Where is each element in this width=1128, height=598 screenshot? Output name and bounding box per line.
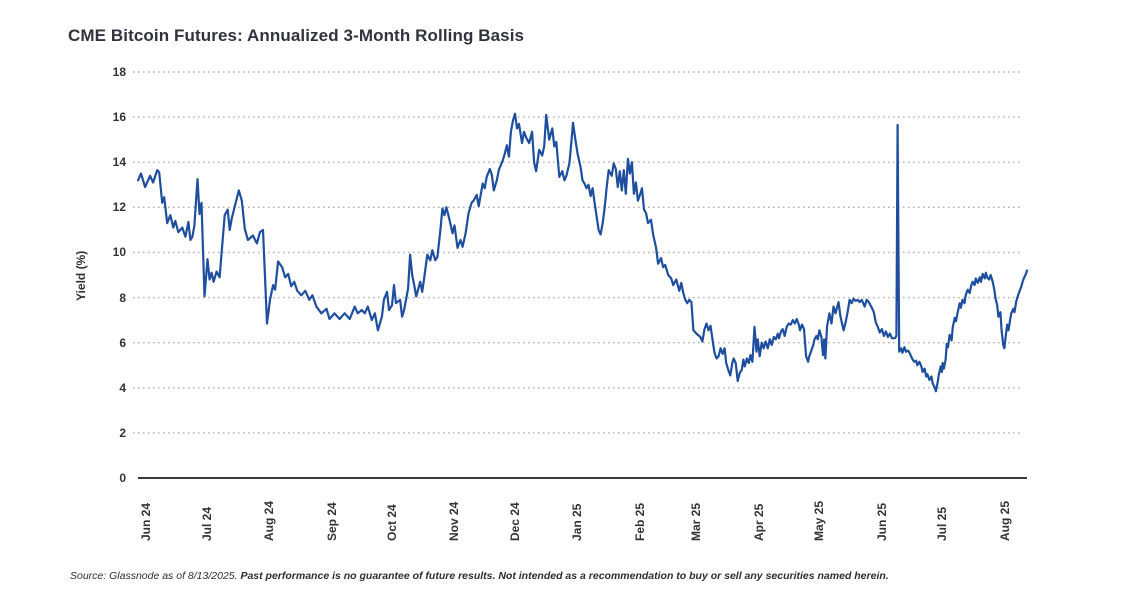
- x-tick-text: Jan 25: [570, 503, 585, 541]
- x-tick-label-dec-24: Dec 24: [508, 502, 547, 555]
- x-tick-text: Mar 25: [689, 502, 704, 541]
- y-tick-label-18: 18: [112, 65, 126, 79]
- x-tick-label-sep-24: Sep 24: [325, 502, 364, 555]
- x-tick-label-aug-25: Aug 25: [998, 501, 1038, 555]
- x-tick-label-feb-25: Feb 25: [633, 503, 671, 555]
- y-tick-label-2: 2: [119, 425, 126, 440]
- y-tick-label-12: 12: [112, 200, 126, 215]
- x-tick-text: Dec 24: [507, 502, 522, 541]
- disclaimer-text: Past performance is no guarantee of futu…: [240, 570, 889, 582]
- x-tick-text: Aug 24: [262, 500, 277, 541]
- y-tick-label-6: 6: [119, 335, 126, 350]
- source-disclaimer: Source: Glassnode as of 8/13/2025. Past …: [70, 570, 889, 582]
- x-tick-label-jul-25: Jul 25: [935, 507, 969, 555]
- x-tick-label-jul-24: Jul 24: [200, 507, 234, 555]
- x-tick-label-apr-25: Apr 25: [752, 504, 789, 555]
- basis-line-series: [136, 112, 1029, 393]
- y-tick-label-0: 0: [119, 471, 126, 485]
- x-tick-text: Feb 25: [632, 502, 647, 541]
- y-tick-label-4: 4: [119, 380, 126, 395]
- x-tick-label-jun-24: Jun 24: [139, 503, 177, 555]
- x-tick-label-jan-25: Jan 25: [570, 504, 607, 555]
- x-tick-text: Oct 24: [384, 504, 399, 541]
- x-tick-text: Jul 25: [935, 506, 950, 541]
- x-tick-text: Nov 24: [447, 501, 462, 541]
- y-tick-label-14: 14: [112, 155, 126, 170]
- x-tick-text: May 25: [812, 500, 827, 541]
- x-tick-label-aug-24: Aug 24: [262, 501, 302, 555]
- y-tick-label-10: 10: [112, 245, 126, 260]
- x-tick-label-jun-25: Jun 25: [875, 503, 913, 555]
- x-tick-text: Jul 24: [199, 506, 214, 541]
- x-tick-label-oct-24: Oct 24: [385, 504, 422, 555]
- x-tick-text: Jun 24: [139, 502, 154, 541]
- chart-title: CME Bitcoin Futures: Annualized 3-Month …: [68, 26, 525, 45]
- x-tick-text: Aug 25: [997, 500, 1012, 541]
- x-tick-label-mar-25: Mar 25: [689, 503, 727, 555]
- source-text: Source: Glassnode as of 8/13/2025.: [70, 570, 241, 582]
- x-tick-text: Jun 25: [874, 502, 889, 541]
- y-tick-label-8: 8: [119, 290, 126, 305]
- x-tick-text: Apr 25: [751, 503, 766, 541]
- x-tick-label-nov-24: Nov 24: [447, 502, 486, 555]
- y-tick-label-16: 16: [112, 110, 126, 125]
- x-tick-text: Sep 24: [324, 502, 339, 541]
- x-tick-label-may-25: May 25: [812, 501, 852, 555]
